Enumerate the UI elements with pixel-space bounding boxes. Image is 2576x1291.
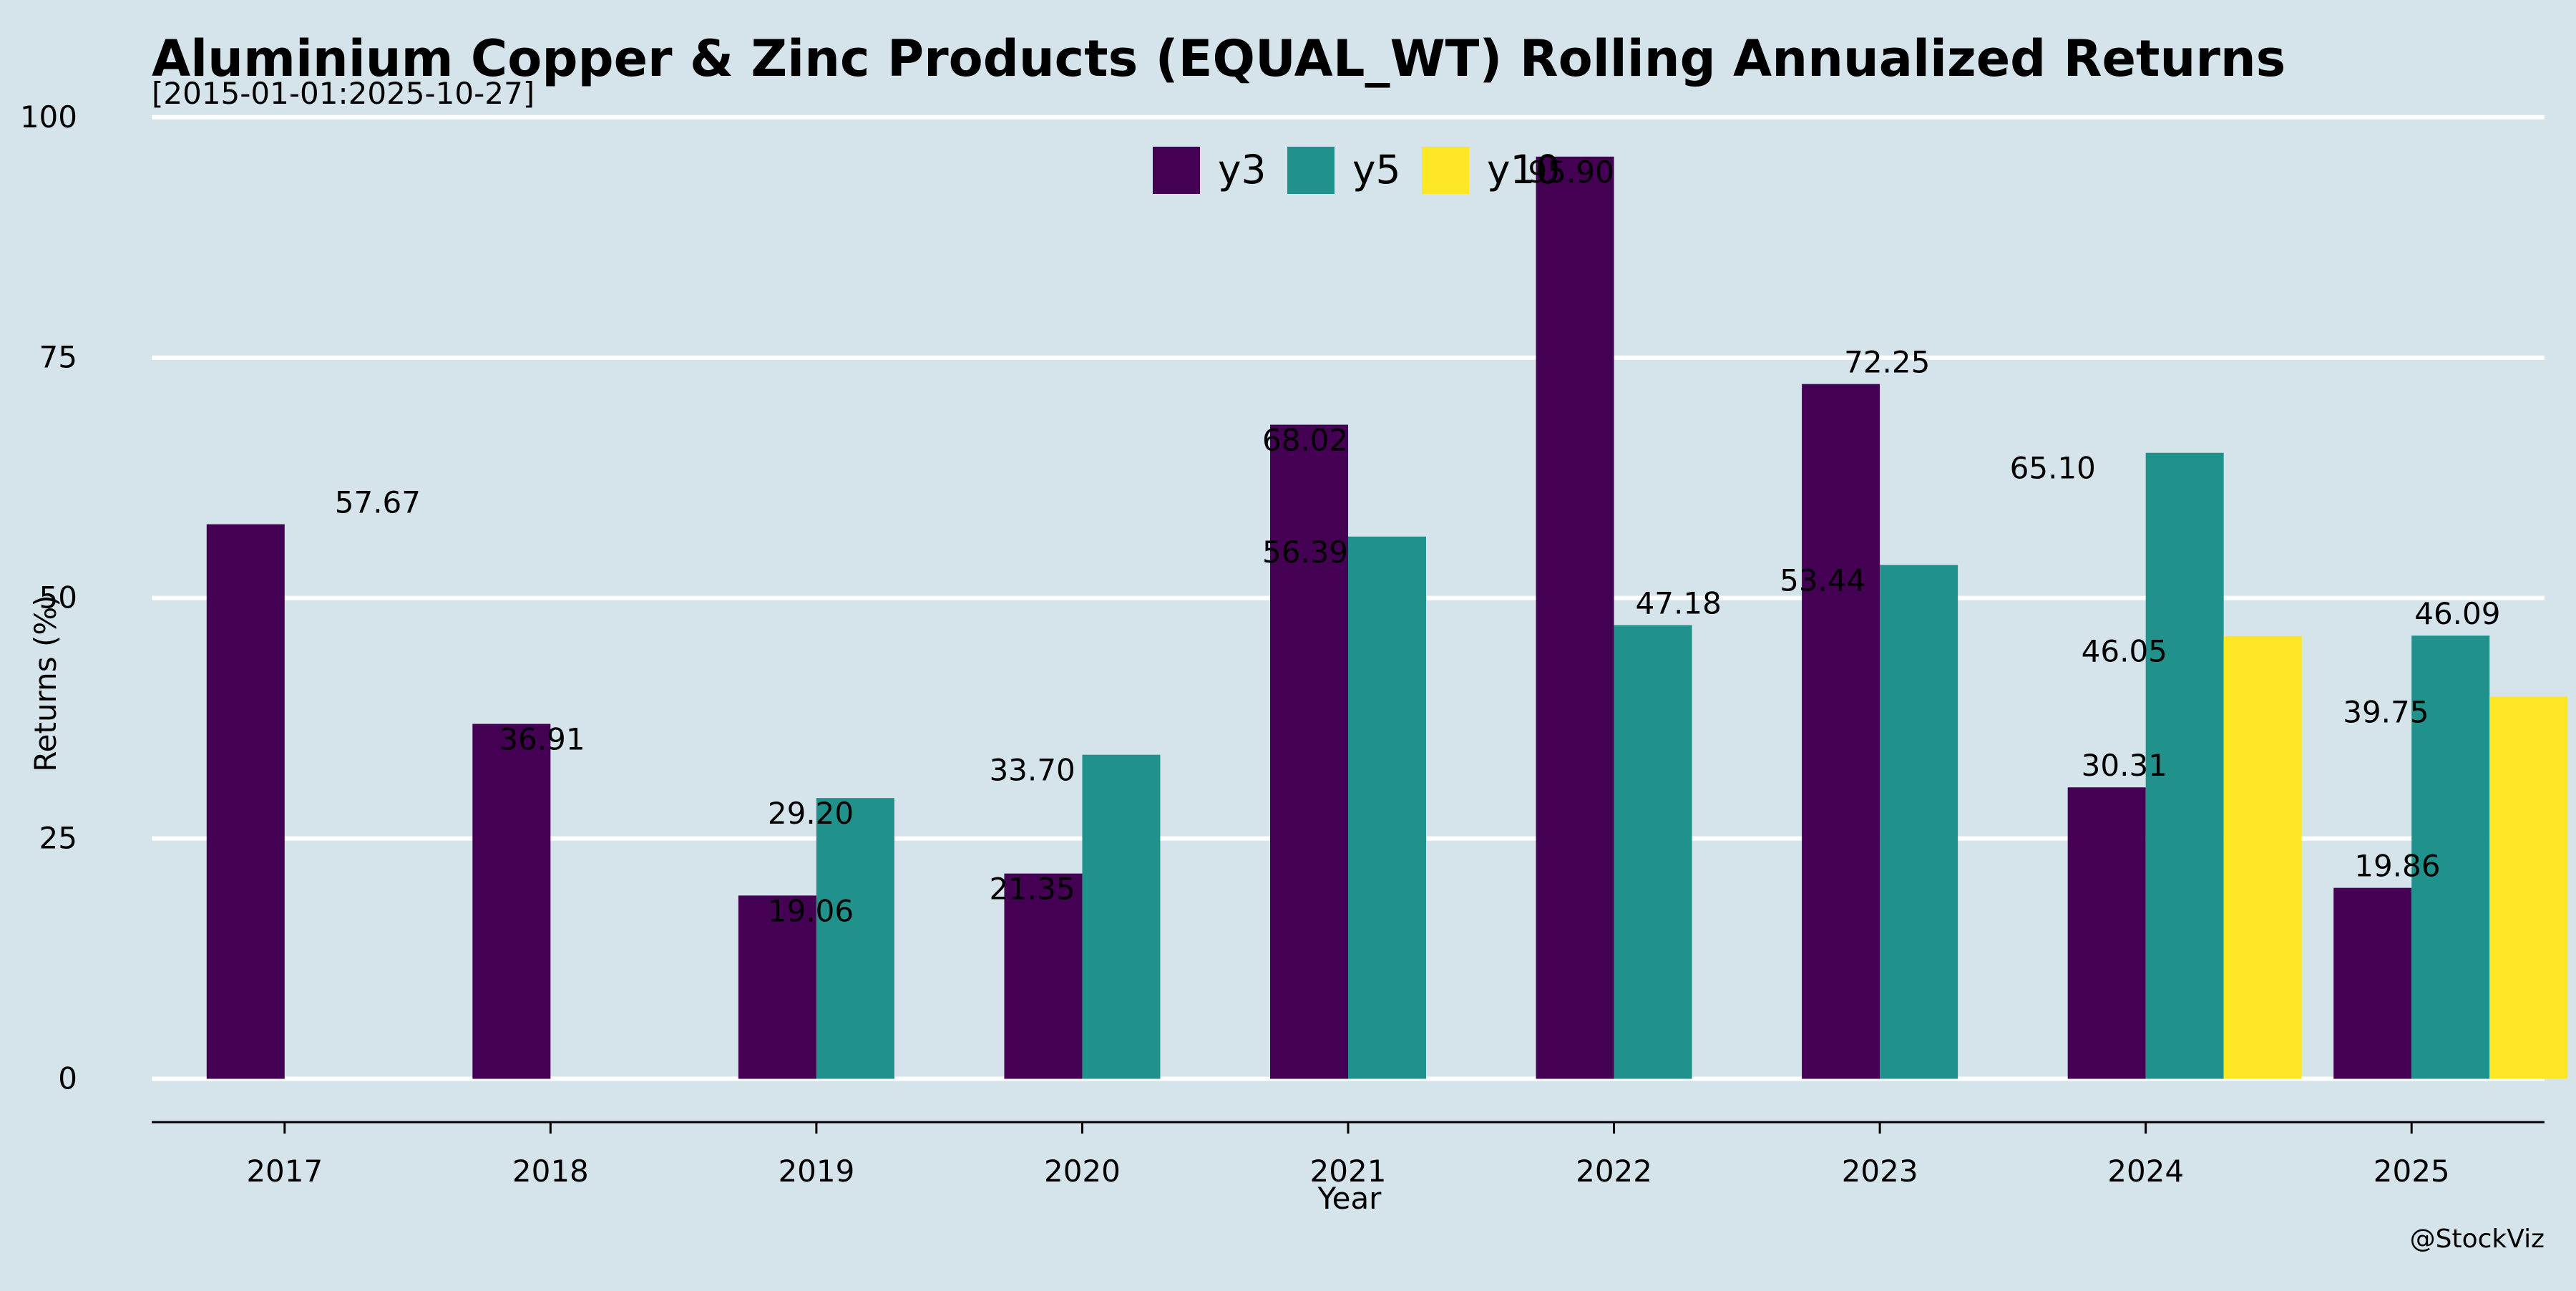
data-label: 21.35 [989,872,1075,907]
y-tick-label: 50 [39,580,77,615]
bars [206,156,2568,1079]
x-axis-label: Year [1317,1181,1382,1216]
x-tick-label: 2018 [512,1154,589,1189]
legend-label-y5: y5 [1352,147,1401,193]
y-tick-label: 100 [20,99,77,135]
data-label: 65.10 [2010,451,2096,486]
bar-y10-2025 [2489,696,2568,1079]
data-label: 19.06 [768,893,854,928]
data-label: 53.44 [1780,562,1865,598]
watermark: @StockViz [2410,1224,2545,1254]
y-tick-label: 75 [39,340,77,375]
data-label: 29.20 [768,796,854,831]
data-label: 19.86 [2354,849,2440,884]
chart-subtitle: [2015-01-01:2025-10-27] [152,76,535,111]
data-labels: 57.67 36.91 29.20 19.06 33.70 21.35 68.02 56.39… [335,155,2501,929]
bar-y10-2024 [2223,635,2302,1079]
x-tick-label: 2017 [246,1154,323,1189]
y-axis-label: Returns (%) [28,595,63,771]
bar-y5-2025 [2411,635,2490,1079]
legend-swatch-y10 [1422,147,1469,194]
bar-y3-2022 [1536,156,1614,1079]
chart-title: Aluminium Copper & Zinc Products (EQUAL_… [152,29,2285,88]
bar-y5-2021 [1348,536,1426,1079]
bar-y3-2025 [2333,887,2412,1079]
bar-y3-2020 [1004,873,1083,1079]
bar-y3-2023 [1802,384,1880,1079]
data-label: 33.70 [989,753,1075,788]
legend-label-y10: y10 [1487,147,1561,193]
data-label: 46.09 [2414,596,2500,631]
data-label: 47.18 [1636,586,1722,621]
data-label: 46.05 [2082,634,2167,669]
x-tick-label: 2025 [2373,1154,2450,1189]
bar-y5-2019 [816,798,894,1079]
bar-y5-2022 [1614,625,1692,1079]
data-label: 30.31 [2082,748,2167,783]
data-label: 57.67 [335,485,421,520]
bar-y3-2021 [1270,424,1348,1079]
data-label: 72.25 [1844,345,1930,380]
bar-y5-2023 [1880,565,1958,1079]
bar-y3-2024 [2067,787,2146,1079]
x-tick-label: 2021 [1310,1154,1387,1189]
legend-swatch-y5 [1287,147,1335,194]
legend-label-y3: y3 [1218,147,1267,193]
data-label: 95.90 [1528,155,1614,190]
bar-y5-2024 [2145,452,2224,1079]
x-tick-label: 2023 [1842,1154,1918,1189]
axes: 0 25 50 75 100 2017 2018 2019 2020 2021 2022 2023 20… [20,99,2545,1189]
y-tick-label: 0 [58,1061,77,1096]
y-tick-label: 25 [39,821,77,856]
x-tick-label: 2024 [2107,1154,2184,1189]
bar-y3-2017 [206,524,285,1079]
x-tick-label: 2019 [778,1154,854,1189]
bar-y5-2020 [1082,754,1161,1079]
legend: y3 y5 y10 [1153,147,1561,194]
x-tick-label: 2020 [1044,1154,1121,1189]
data-label: 36.91 [499,722,585,757]
data-label: 68.02 [1262,422,1348,457]
bar-y3-2019 [738,895,816,1079]
x-tick-label: 2022 [1576,1154,1652,1189]
data-label: 39.75 [2343,694,2429,729]
legend-swatch-y3 [1153,147,1200,194]
data-label: 56.39 [1262,535,1348,570]
bar-y3-2018 [472,724,551,1079]
